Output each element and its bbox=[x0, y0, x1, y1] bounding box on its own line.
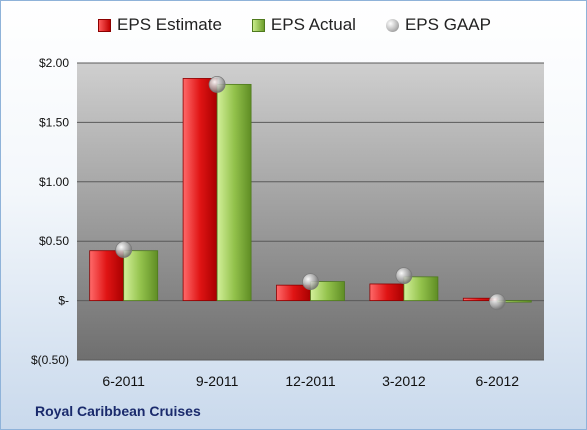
legend-label-actual: EPS Actual bbox=[270, 15, 356, 34]
gaap-markers bbox=[115, 75, 506, 311]
legend: EPS Estimate EPS Actual EPS GAAP bbox=[1, 15, 586, 35]
y-axis-ticks: $(0.50) $- $0.50 $1.00 $1.50 $2.00 bbox=[31, 56, 69, 367]
x-tick-label: 6-2012 bbox=[476, 373, 520, 389]
gaap-marker bbox=[395, 267, 413, 285]
y-tick-label: $(0.50) bbox=[31, 353, 69, 367]
actual-swatch bbox=[251, 18, 265, 32]
y-tick-label: $- bbox=[58, 294, 69, 308]
legend-label-gaap: EPS GAAP bbox=[404, 15, 491, 34]
gaap-marker bbox=[115, 241, 133, 258]
y-tick-label: $2.00 bbox=[39, 56, 69, 70]
actual-bar bbox=[310, 281, 345, 302]
legend-item-gaap: EPS GAAP bbox=[385, 15, 491, 35]
y-tick-label: $0.50 bbox=[39, 234, 69, 248]
x-tick-label: 6-2011 bbox=[102, 373, 145, 389]
estimate-bar bbox=[89, 250, 125, 301]
legend-item-estimate: EPS Estimate bbox=[98, 15, 222, 35]
gaap-marker bbox=[302, 273, 319, 290]
actual-bar bbox=[123, 250, 159, 301]
estimate-swatch bbox=[98, 18, 112, 32]
estimate-bar bbox=[369, 283, 405, 301]
actual-bar bbox=[216, 83, 252, 302]
y-tick-label: $1.00 bbox=[39, 175, 69, 189]
estimate-bar bbox=[182, 78, 218, 302]
company-name: Royal Caribbean Cruises bbox=[35, 403, 201, 419]
x-axis-ticks: 6-2011 9-2011 12-2011 3-2012 6-2012 bbox=[102, 373, 519, 389]
x-tick-label: 3-2012 bbox=[382, 373, 426, 389]
legend-label-estimate: EPS Estimate bbox=[117, 15, 222, 34]
actual-bar bbox=[403, 276, 439, 301]
legend-item-actual: EPS Actual bbox=[251, 15, 356, 35]
bars bbox=[89, 78, 532, 303]
gaap-marker-swatch bbox=[385, 18, 399, 32]
plot-area bbox=[77, 63, 544, 360]
gaap-marker bbox=[488, 293, 506, 311]
x-tick-label: 12-2011 bbox=[285, 373, 336, 389]
x-tick-label: 9-2011 bbox=[196, 373, 239, 389]
y-tick-label: $1.50 bbox=[39, 115, 69, 129]
gaap-marker bbox=[208, 75, 226, 93]
